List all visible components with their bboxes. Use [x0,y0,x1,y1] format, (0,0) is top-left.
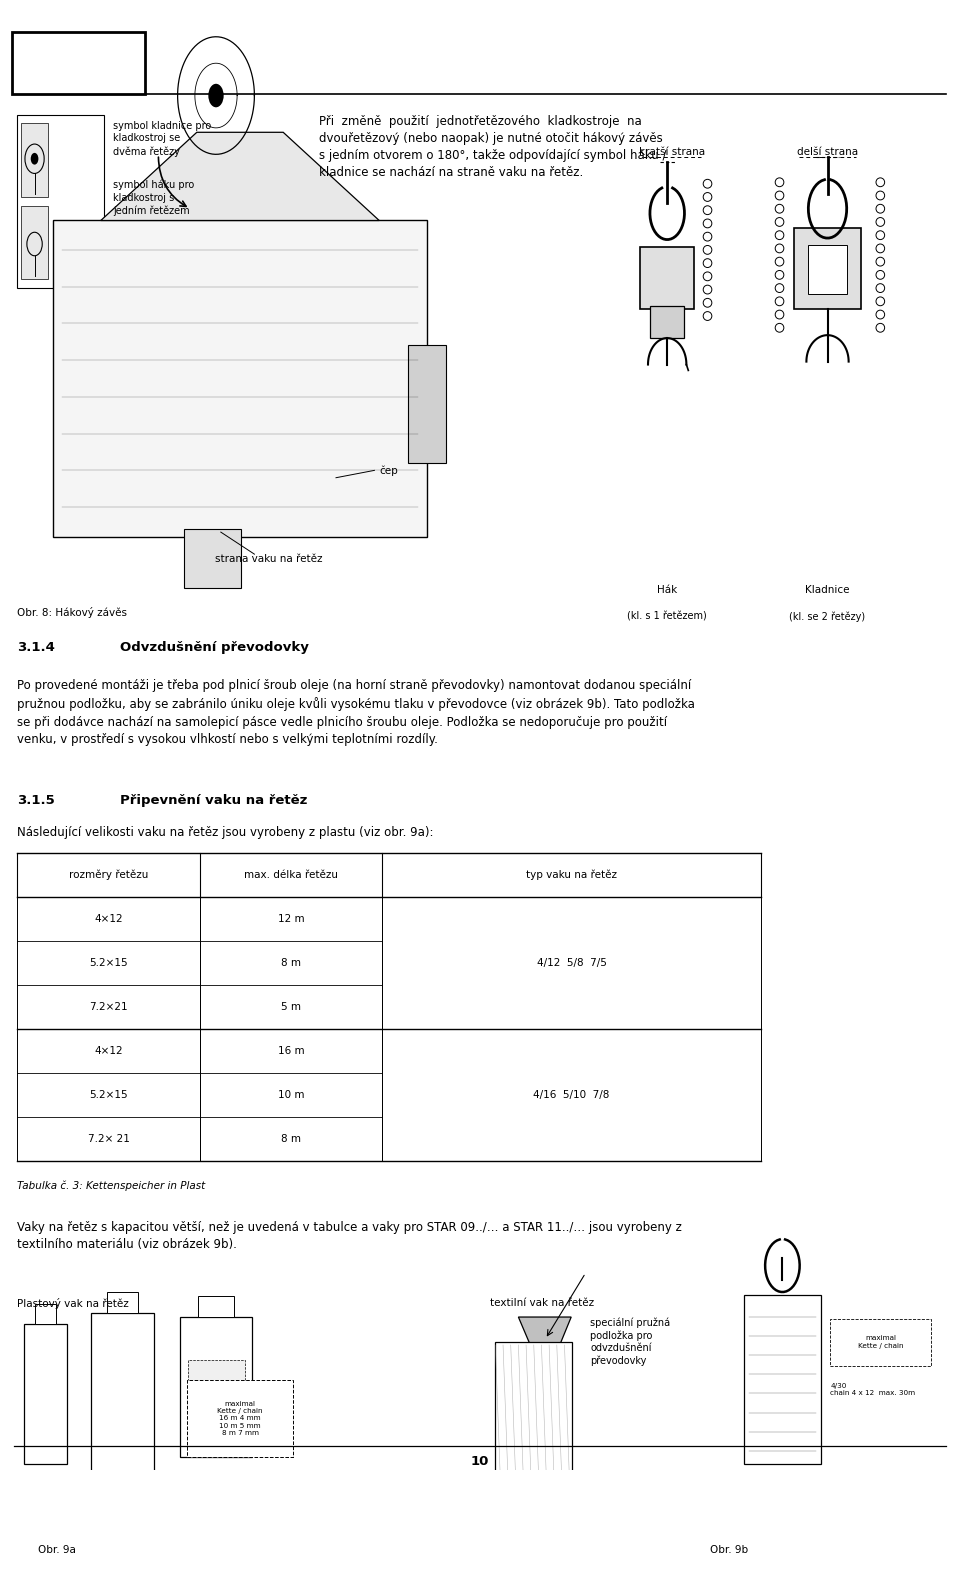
Text: textilní vak na řetěz: textilní vak na řetěz [490,1298,593,1307]
Text: 8 m: 8 m [281,958,300,967]
Bar [382,1028,761,1161]
Text: Při  změně  použití  jednotřetězového  kladkostroje  na
dvouřetězový (nebo naopa: Při změně použití jednotřetězového kladk… [319,115,666,180]
Text: 3.1.5: 3.1.5 [17,794,55,806]
Text: 5 m: 5 m [281,1002,300,1011]
Text: Odvzdušnění převodovky: Odvzdušnění převodovky [120,641,309,654]
Text: 4×12: 4×12 [94,1046,123,1055]
Text: 4×12: 4×12 [94,913,123,923]
Text: 12 m: 12 m [277,913,304,923]
Text: symbol háku pro
kladkostroj s
jedním řetězem: symbol háku pro kladkostroj s jedním řet… [113,180,195,216]
Text: Vaky na řetěz s kapacitou větší, než je uvedená v tabulce a vaky pro STAR 09../…: Vaky na řetěz s kapacitou větší, než je … [17,1222,683,1252]
Text: STAR: STAR [19,44,58,57]
Polygon shape [101,132,379,221]
Text: 8 m: 8 m [281,1134,300,1143]
Text: maximal
Kette / chain: maximal Kette / chain [858,1336,903,1348]
Text: delší strana: delší strana [797,146,858,158]
Bar [17,115,104,288]
Bar [107,1292,138,1312]
Bar [830,1318,931,1366]
Bar [640,247,694,309]
Bar [744,1295,821,1465]
Text: MADE IN GERMANY: MADE IN GERMANY [75,41,142,47]
Bar [21,123,48,197]
Text: 4/16  5/10  7/8: 4/16 5/10 7/8 [534,1090,610,1099]
Bar [35,1304,57,1325]
Text: 10 m: 10 m [277,1090,304,1099]
Text: Hák: Hák [657,584,678,595]
Text: strana vaku na řetěz: strana vaku na řetěz [215,554,323,564]
Text: kratší strana: kratší strana [639,146,705,158]
Text: speciální pružná
podložka pro
odvzdušnění
převodovky: speciální pružná podložka pro odvzdušněn… [590,1317,670,1366]
Text: 5.2×15: 5.2×15 [89,1090,128,1099]
Text: 7.2×21: 7.2×21 [89,1002,128,1011]
Text: Obr. 9b: Obr. 9b [710,1545,749,1555]
Text: (kl. se 2 řetězy): (kl. se 2 řetězy) [789,611,866,622]
Bar [91,1312,154,1482]
Text: Následující velikosti vaku na řetěz jsou vyrobeny z plastu (viz obr. 9a):: Následující velikosti vaku na řetěz jsou… [17,825,434,839]
Text: 5.2×15: 5.2×15 [89,958,128,967]
Text: typ vaku na řetěz: typ vaku na řetěz [526,869,617,880]
Text: Po provedené montáži je třeba pod plnicí šroub oleje (na horní straně převodovky: Po provedené montáži je třeba pod plnicí… [17,679,695,747]
Polygon shape [518,1317,571,1380]
Text: 7.2× 21: 7.2× 21 [87,1134,130,1143]
Bar [794,228,861,309]
Bar [21,206,48,279]
Text: rozměry řetězu: rozměry řetězu [69,869,148,880]
Text: Připevnění vaku na řetěz: Připevnění vaku na řetěz [120,794,307,806]
Text: Kladnice: Kladnice [805,584,850,595]
Bar [382,896,761,1028]
Circle shape [208,83,224,107]
Text: 16 m: 16 m [277,1046,304,1055]
Bar [12,33,145,94]
Text: 4/30
chain 4 x 12  max. 30m: 4/30 chain 4 x 12 max. 30m [830,1383,916,1397]
Circle shape [31,153,38,165]
Text: Obr. 8: Hákový závěs: Obr. 8: Hákový závěs [17,606,128,617]
Text: 4/12  5/8  7/5: 4/12 5/8 7/5 [537,958,607,967]
Text: symbol kladnice pro
kladkostroj se
dvěma řetězy: symbol kladnice pro kladkostroj se dvěma… [113,121,211,158]
Text: max. délka řetězu: max. délka řetězu [244,869,338,879]
Text: 10: 10 [470,1455,490,1468]
Text: Obr. 9a: Obr. 9a [38,1545,76,1555]
Bar [183,529,241,587]
Bar [808,246,847,295]
Bar [53,221,427,537]
Bar [495,1342,572,1504]
Bar [24,1325,67,1465]
Text: maximal
Kette / chain
16 m 4 mm
10 m 5 mm
8 m 7 mm: maximal Kette / chain 16 m 4 mm 10 m 5 m… [217,1400,263,1436]
Bar [187,1380,293,1457]
Text: 3.1.4: 3.1.4 [17,641,55,654]
Text: čep: čep [379,465,398,476]
Bar [650,306,684,339]
Bar [199,1296,234,1317]
Text: LIFTKET: LIFTKET [19,61,92,77]
Bar [180,1317,252,1457]
Bar [408,345,446,463]
Text: Plastový vak na řetěz: Plastový vak na řetěz [17,1298,129,1309]
Bar [188,1361,245,1430]
Text: Tabulka č. 3: Kettenspeicher in Plast: Tabulka č. 3: Kettenspeicher in Plast [17,1180,205,1191]
Text: (kl. s 1 řetězem): (kl. s 1 řetězem) [627,611,708,622]
